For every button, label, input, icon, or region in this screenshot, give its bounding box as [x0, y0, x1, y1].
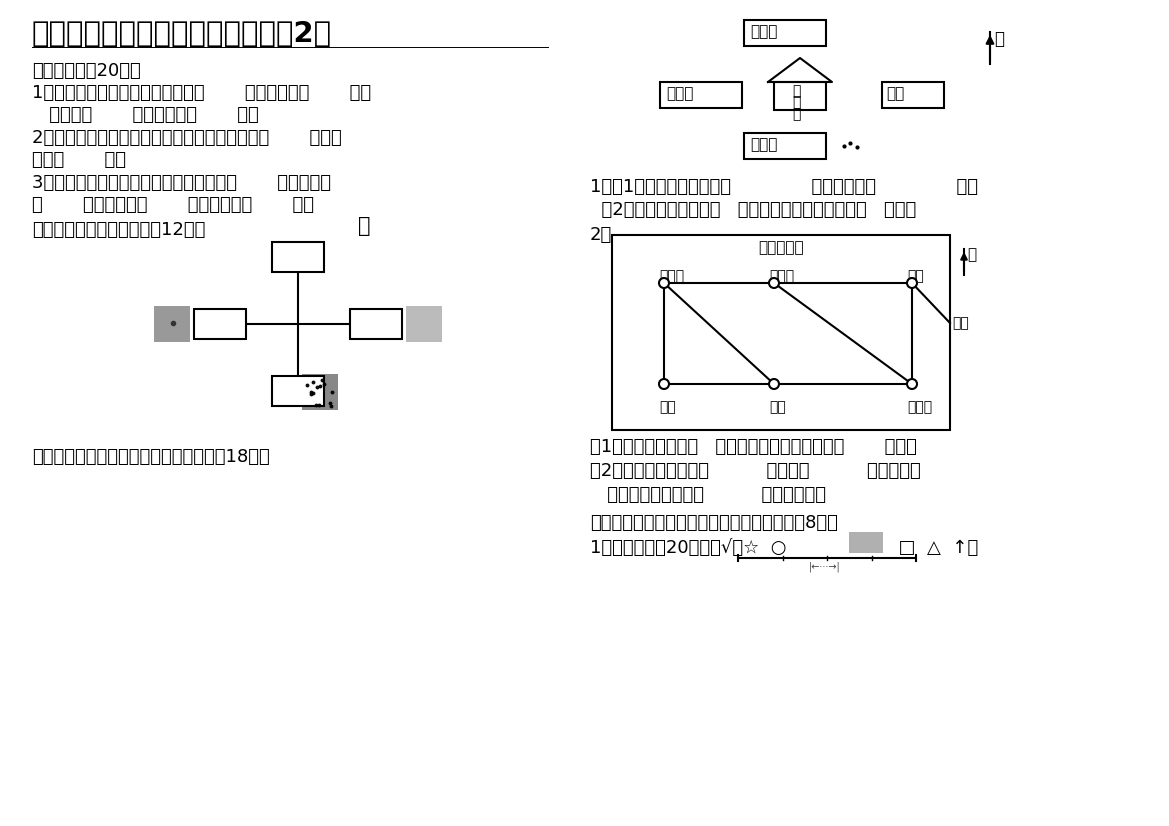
Text: （2）小树林在温室的（          ）面，（          ）在人工湖: （2）小树林在温室的（ ）面，（ ）在人工湖: [590, 462, 921, 480]
Text: □  △  ↑北: □ △ ↑北: [887, 539, 978, 557]
Text: 小花园: 小花园: [750, 24, 777, 39]
Text: 二、请标出正确的方向。（12分）: 二、请标出正确的方向。（12分）: [32, 221, 206, 239]
Text: 三、看图，填一填方向及建筑物名称。（18分）: 三、看图，填一填方向及建筑物名称。（18分）: [32, 448, 270, 466]
Text: 的南面，小树林的（          ）面是饭店。: 的南面，小树林的（ ）面是饭店。: [590, 486, 826, 504]
Text: 1、小猫向西走20米（打√）☆  ○: 1、小猫向西走20米（打√）☆ ○: [590, 539, 787, 557]
Text: 体育馆: 体育馆: [666, 86, 693, 101]
Circle shape: [659, 278, 669, 288]
Bar: [881, 82, 945, 108]
Polygon shape: [768, 58, 832, 82]
Bar: [154, 306, 191, 342]
Circle shape: [907, 379, 916, 389]
Bar: [743, 133, 826, 159]
Circle shape: [659, 379, 669, 389]
Text: 左面是（       ），右面是（       ）。: 左面是（ ），右面是（ ）。: [32, 106, 258, 124]
Text: （       ），左面是（       ），右面是（       ）。: （ ），左面是（ ），右面是（ ）。: [32, 196, 314, 214]
Text: 假山: 假山: [659, 400, 676, 414]
Bar: [302, 374, 338, 410]
Bar: [194, 309, 245, 339]
Text: 门口: 门口: [952, 316, 969, 330]
Text: 3、下午放学，你背着夕阳回家，前面是（       ），后面是: 3、下午放学，你背着夕阳回家，前面是（ ），后面是: [32, 174, 331, 192]
Text: 二年级数学上册认识方向测试题（2）: 二年级数学上册认识方向测试题（2）: [32, 20, 332, 48]
Bar: [272, 376, 324, 406]
Circle shape: [769, 379, 779, 389]
Text: 🐎: 🐎: [358, 216, 371, 236]
Text: 一、填空。（20分）: 一、填空。（20分）: [32, 62, 140, 80]
Text: 丽: 丽: [793, 95, 801, 109]
Circle shape: [769, 278, 779, 288]
Text: （1）门口在公园的（   ）面，游乐园在人工湖的（       ）面。: （1）门口在公园的（ ）面，游乐园在人工湖的（ ）面。: [590, 438, 916, 456]
Text: 电影院: 电影院: [750, 137, 777, 152]
Bar: [350, 309, 402, 339]
Text: 北: 北: [994, 30, 1004, 48]
Bar: [272, 242, 324, 272]
Bar: [743, 20, 826, 46]
Text: 2、下课了，你站在教室前，面对南面，左面是（       ），右: 2、下课了，你站在教室前，面对南面，左面是（ ），右: [32, 129, 341, 147]
Bar: [406, 306, 442, 342]
Text: 饭店: 饭店: [907, 269, 924, 283]
Bar: [613, 235, 950, 430]
Text: 1、早晨起来，面向太阳，前面是（       ），后面是（       ），: 1、早晨起来，面向太阳，前面是（ ），后面是（ ），: [32, 84, 371, 102]
Text: 学校: 学校: [886, 86, 905, 101]
Text: 人工湖: 人工湖: [769, 269, 794, 283]
Text: |←···→|: |←···→|: [809, 562, 841, 572]
Text: 游乐园: 游乐园: [659, 269, 684, 283]
Circle shape: [907, 278, 916, 288]
Text: 小树林: 小树林: [907, 400, 932, 414]
Text: （2）学校在小丽家的（   ）面，体育馆在小丽家的（   ）面。: （2）学校在小丽家的（ ）面，体育馆在小丽家的（ ）面。: [590, 201, 916, 219]
Text: 2、: 2、: [590, 226, 613, 244]
Bar: [774, 82, 826, 110]
Text: 北: 北: [967, 247, 976, 262]
Bar: [849, 532, 883, 553]
Bar: [660, 82, 742, 108]
Text: 小: 小: [793, 84, 801, 98]
Text: 1、（1）小丽家的北面是（              ），南面是（              ）。: 1、（1）小丽家的北面是（ ），南面是（ ）。: [590, 178, 978, 196]
Text: 公园示意图: 公园示意图: [759, 240, 804, 255]
Text: 四、小动物迷路了，你来帮它们确定方向。（8分）: 四、小动物迷路了，你来帮它们确定方向。（8分）: [590, 514, 838, 532]
Text: 温室: 温室: [769, 400, 786, 414]
Text: 面是（       ）。: 面是（ ）。: [32, 151, 126, 169]
Text: 家: 家: [793, 107, 801, 121]
